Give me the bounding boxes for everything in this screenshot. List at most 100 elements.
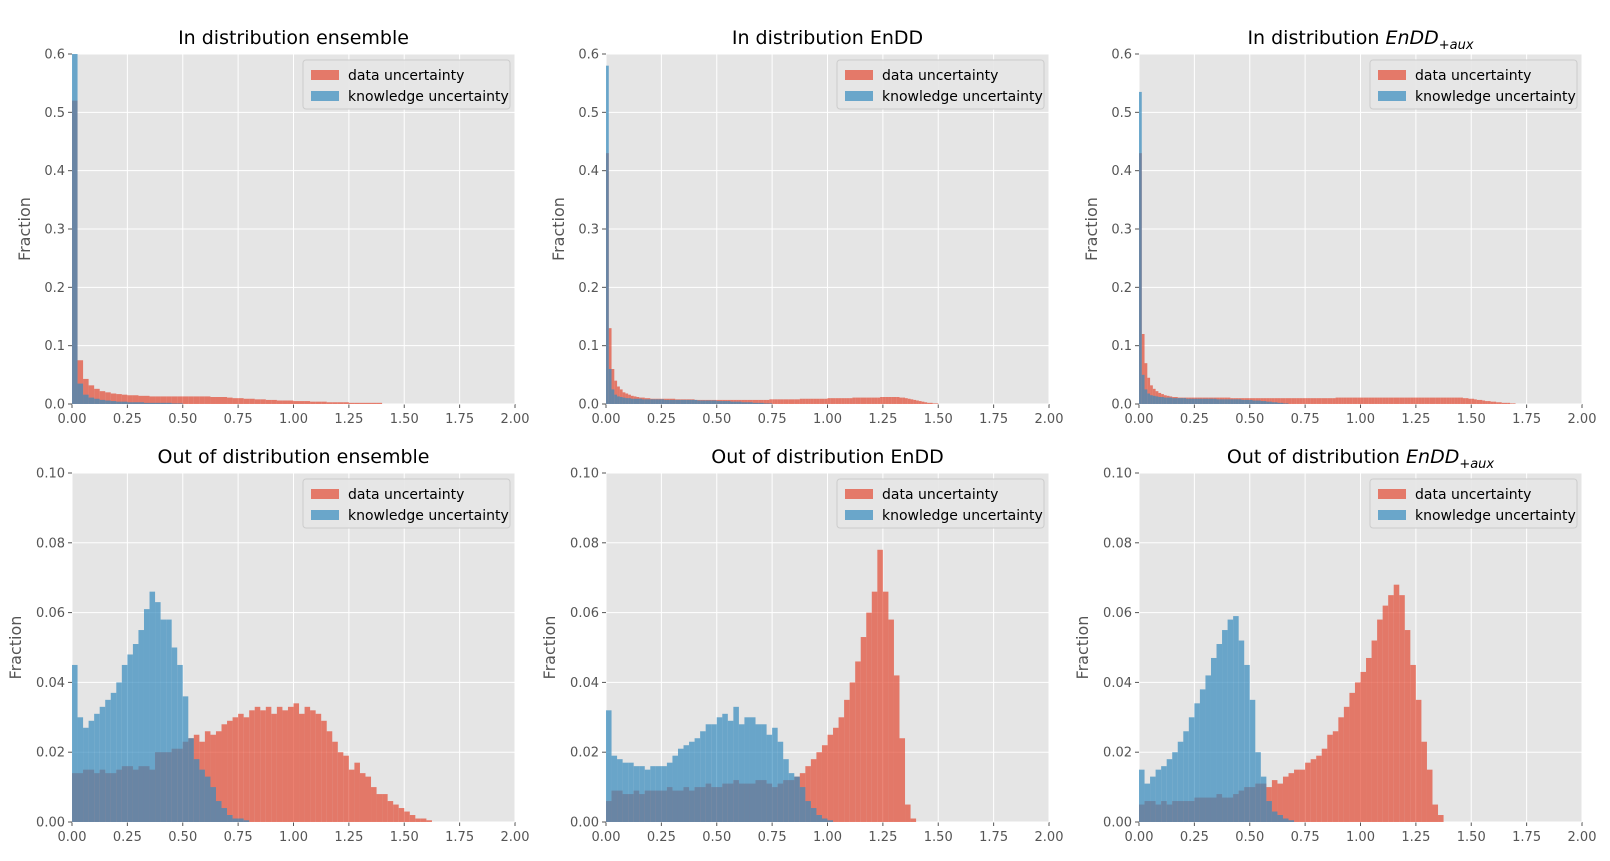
histogram-bar	[1413, 397, 1416, 404]
histogram-bar	[1462, 398, 1466, 404]
histogram-bar	[177, 664, 183, 822]
histogram-bar	[1188, 717, 1195, 822]
histogram-bar	[1280, 398, 1283, 404]
histogram-bar	[772, 727, 778, 822]
histogram-bar	[1222, 399, 1225, 404]
x-tick-label: 0.25	[113, 412, 142, 427]
histogram-bar	[905, 398, 908, 404]
histogram-bar	[199, 769, 205, 822]
x-tick-label: 0.50	[702, 830, 731, 845]
histogram-bar	[1424, 397, 1427, 404]
histogram-bar	[716, 717, 723, 822]
histogram-bar	[716, 401, 720, 404]
histogram-bar	[1249, 699, 1256, 822]
histogram-bar	[860, 637, 867, 822]
histogram-bar	[1410, 397, 1414, 404]
histogram-bar	[1230, 399, 1234, 404]
histogram-bar	[653, 399, 656, 404]
histogram-bar	[725, 401, 728, 404]
histogram-bar	[669, 399, 673, 404]
histogram-bar	[1227, 619, 1234, 822]
histogram-bar	[160, 402, 167, 404]
histogram-bar	[1158, 397, 1162, 404]
histogram-bar	[276, 400, 283, 404]
histogram-bar	[1266, 801, 1272, 822]
legend-label: knowledge uncertainty	[882, 89, 1043, 105]
histogram-bar	[628, 762, 634, 822]
histogram-bar	[1498, 402, 1502, 404]
histogram-bar	[1233, 399, 1236, 404]
histogram-bar	[777, 741, 784, 822]
x-tick-label: 1.50	[1457, 412, 1486, 427]
histogram-bar	[838, 398, 842, 404]
histogram-bar	[337, 402, 344, 404]
histogram-bar	[1208, 398, 1211, 404]
legend-swatch	[311, 489, 339, 499]
histogram-bar	[1404, 397, 1408, 404]
x-tick-label: 1.25	[868, 412, 897, 427]
histogram-bar	[1141, 374, 1145, 404]
x-tick-label: 0.50	[168, 412, 197, 427]
histogram-bar	[177, 403, 183, 404]
histogram-bar	[348, 402, 355, 404]
histogram-bar	[763, 403, 767, 404]
histogram-bar	[1271, 402, 1275, 404]
y-axis-label: Fraction	[15, 197, 34, 261]
x-tick-label: 0.25	[647, 412, 676, 427]
y-tick-label: 0.3	[578, 223, 599, 238]
x-tick-label: 2.00	[501, 412, 530, 427]
histogram-bar	[1468, 398, 1472, 404]
histogram-bar	[633, 398, 637, 404]
histogram-bar	[772, 399, 775, 404]
histogram-bar	[888, 619, 894, 822]
histogram-bar	[1188, 398, 1192, 404]
histogram-bar	[88, 385, 95, 404]
histogram-bar	[1194, 703, 1200, 822]
histogram-bar	[849, 682, 856, 822]
x-tick-label: 1.00	[1346, 830, 1375, 845]
histogram-bar	[138, 395, 144, 404]
histogram-bar	[1305, 762, 1311, 822]
y-tick-label: 0.02	[1103, 746, 1132, 761]
histogram-bar	[655, 766, 662, 822]
histogram-bar	[1224, 399, 1228, 404]
histogram-bar	[733, 706, 739, 822]
histogram-bar	[1512, 403, 1516, 404]
histogram-bar	[132, 395, 139, 404]
histogram-bar	[821, 745, 828, 822]
histogram-bar	[1360, 397, 1364, 404]
histogram-bar	[810, 759, 817, 822]
histogram-bar	[1371, 640, 1378, 822]
x-tick-label: 0.00	[1125, 830, 1154, 845]
histogram-bar	[639, 398, 642, 404]
histogram-bar	[711, 400, 714, 404]
histogram-bar	[1299, 769, 1306, 822]
histogram-bar	[1496, 402, 1499, 404]
histogram-bar	[1202, 398, 1206, 404]
histogram-bar	[359, 402, 366, 404]
histogram-bar	[166, 396, 172, 404]
histogram-bar	[299, 713, 305, 822]
histogram-bar	[741, 402, 745, 404]
histogram-bar	[1285, 398, 1289, 404]
x-tick-label: 0.50	[1235, 412, 1264, 427]
histogram-bar	[1404, 630, 1411, 822]
legend-label: knowledge uncertainty	[882, 508, 1043, 524]
histogram-bar	[1282, 403, 1286, 404]
histogram-bar	[1321, 398, 1325, 404]
histogram-bar	[72, 664, 78, 822]
histogram-bar	[332, 402, 338, 404]
histogram-bar	[1332, 731, 1339, 822]
histogram-bar	[705, 724, 712, 822]
histogram-bar	[1282, 818, 1289, 822]
histogram-bar	[387, 801, 394, 822]
x-tick-label: 1.50	[390, 412, 419, 427]
histogram-bar	[1269, 401, 1272, 404]
histogram-bar	[608, 328, 612, 404]
histogram-bar	[1379, 397, 1383, 404]
legend-swatch	[845, 510, 873, 520]
legend-label: knowledge uncertainty	[1415, 508, 1576, 524]
histogram-bar	[265, 706, 272, 822]
histogram-bar	[666, 762, 673, 822]
histogram-bar	[749, 402, 753, 404]
